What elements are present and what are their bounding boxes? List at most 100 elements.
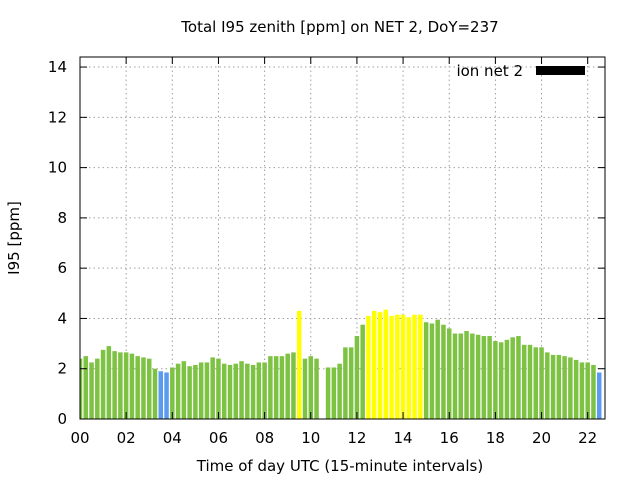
bar xyxy=(452,333,458,419)
bar xyxy=(504,339,510,419)
bar xyxy=(481,336,487,419)
bar xyxy=(366,315,371,419)
x-tick-label: 06 xyxy=(209,429,228,447)
bar xyxy=(498,342,504,419)
bar xyxy=(568,357,573,419)
bar xyxy=(256,362,262,419)
bar xyxy=(556,354,562,419)
bar xyxy=(464,331,469,419)
x-tick-label: 00 xyxy=(70,429,89,447)
bar xyxy=(245,363,250,419)
x-tick-label: 02 xyxy=(117,429,136,447)
bar xyxy=(348,347,354,419)
bar xyxy=(475,334,481,419)
x-tick-label: 22 xyxy=(578,429,597,447)
bar xyxy=(302,358,308,419)
bar xyxy=(181,361,187,419)
bar xyxy=(596,372,602,419)
plot-frame xyxy=(79,56,606,420)
bar xyxy=(106,346,112,419)
bar xyxy=(585,362,590,419)
bar xyxy=(441,324,446,419)
bar xyxy=(164,372,169,419)
bar xyxy=(435,319,440,419)
x-axis-label: Time of day UTC (15-minute intervals) xyxy=(196,457,483,475)
bar xyxy=(389,315,394,419)
bar xyxy=(371,310,377,419)
bar xyxy=(400,314,406,419)
bar xyxy=(545,352,550,419)
bar xyxy=(170,367,175,419)
bar xyxy=(227,364,233,419)
bar xyxy=(550,354,556,419)
x-tick-label: 08 xyxy=(255,429,274,447)
bar xyxy=(112,351,117,419)
bar xyxy=(527,344,533,419)
bar xyxy=(331,367,337,419)
chart-title: Total I95 zenith [ppm] on NET 2, DoY=237 xyxy=(180,18,498,36)
bar xyxy=(446,328,452,419)
bar xyxy=(89,362,94,419)
bar xyxy=(210,357,215,419)
y-tick-label: 14 xyxy=(48,58,67,76)
bar xyxy=(325,367,331,419)
bar xyxy=(152,368,158,419)
bar xyxy=(487,336,492,419)
bar xyxy=(521,344,527,419)
bar xyxy=(187,366,192,419)
bar xyxy=(470,333,475,419)
bar xyxy=(118,352,123,419)
bar xyxy=(141,357,146,419)
x-tick-label: 10 xyxy=(301,429,320,447)
bar xyxy=(80,358,83,419)
bar xyxy=(83,356,89,419)
bar xyxy=(343,347,348,419)
bar xyxy=(204,362,210,419)
bar xyxy=(562,356,567,419)
bar xyxy=(412,314,417,419)
legend-label: ion net 2 xyxy=(456,62,523,80)
bar xyxy=(354,336,360,419)
bar xyxy=(268,356,273,419)
bar xyxy=(458,333,464,419)
bar xyxy=(314,358,319,419)
bar xyxy=(239,361,244,419)
bar xyxy=(221,363,227,419)
x-tick-label: 16 xyxy=(440,429,459,447)
bar xyxy=(279,356,285,419)
y-tick-label: 6 xyxy=(57,259,67,277)
bar xyxy=(175,363,181,419)
bars xyxy=(80,309,602,419)
bar xyxy=(146,358,152,419)
bar xyxy=(418,314,423,419)
bar xyxy=(533,347,539,419)
x-tick-label: 18 xyxy=(486,429,505,447)
bar xyxy=(337,363,342,419)
bar xyxy=(429,323,435,419)
bar xyxy=(516,336,521,419)
x-tick-label: 12 xyxy=(347,429,366,447)
x-tick-label: 20 xyxy=(532,429,551,447)
y-tick-label: 10 xyxy=(48,159,67,177)
bar xyxy=(360,324,365,419)
bar xyxy=(423,322,429,419)
bar xyxy=(193,364,198,419)
x-tick-label: 14 xyxy=(394,429,413,447)
bar xyxy=(273,356,279,419)
y-tick-label: 12 xyxy=(48,108,67,126)
bar xyxy=(383,309,389,419)
bar xyxy=(291,352,296,419)
bar xyxy=(493,341,498,419)
bar xyxy=(395,314,400,419)
bar xyxy=(250,364,256,419)
bar xyxy=(216,358,221,419)
y-tick-label: 4 xyxy=(57,309,67,327)
legend-swatch xyxy=(536,66,585,75)
bar xyxy=(308,356,314,419)
bar xyxy=(573,359,579,419)
bar xyxy=(262,362,267,419)
bar xyxy=(123,352,129,419)
bar xyxy=(233,363,239,419)
